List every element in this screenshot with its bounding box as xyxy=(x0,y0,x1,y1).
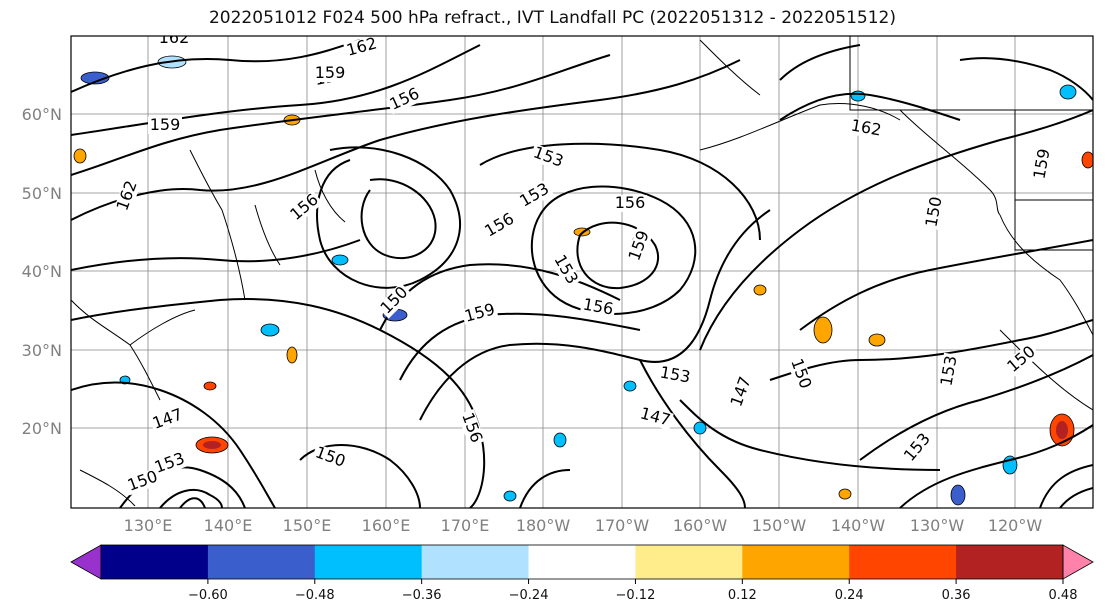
longitude-label: 150°W xyxy=(752,516,807,535)
longitude-label: 120°W xyxy=(988,516,1043,535)
latitude-label: 50°N xyxy=(22,184,62,203)
colorbar: −0.60 −0.48 −0.36 −0.24 −0.12 0.12 0.24 0.36 0.4… xyxy=(70,544,1094,601)
colorbar-segment xyxy=(742,545,850,579)
contour-label: 162 xyxy=(344,33,378,59)
refractivity-contours xyxy=(71,39,1093,508)
colorbar-segment xyxy=(207,545,316,579)
colorbar-tick-label: −0.48 xyxy=(295,588,335,601)
colorbar-segment xyxy=(956,545,1064,579)
contour-label: 162 xyxy=(159,28,190,47)
colorbar-tick-label: −0.24 xyxy=(509,588,549,601)
longitude-label: 160°W xyxy=(673,516,728,535)
colorbar-tick-label: 0.12 xyxy=(728,588,757,601)
colorbar-tick-label: 0.24 xyxy=(835,588,864,601)
longitude-label: 170°E xyxy=(441,516,490,535)
map-area xyxy=(71,36,1093,508)
colorbar-tick-label: 0.48 xyxy=(1049,588,1078,601)
latitude-label: 60°N xyxy=(22,105,62,124)
longitude-label: 140°E xyxy=(204,516,253,535)
latitude-label: 20°N xyxy=(22,419,62,438)
contour-label: 159 xyxy=(150,115,181,134)
colorbar-segment xyxy=(635,545,743,579)
latitude-label: 40°N xyxy=(22,262,62,281)
longitude-label: 130°W xyxy=(910,516,965,535)
longitude-label: 140°W xyxy=(831,516,886,535)
colorbar-segment xyxy=(314,545,423,579)
contour-label: 156 xyxy=(615,193,646,212)
colorbar-tick-label: 0.36 xyxy=(942,588,971,601)
coastlines xyxy=(71,36,1093,507)
colorbar-segment xyxy=(849,545,957,579)
longitude-label: 130°E xyxy=(124,516,173,535)
colorbar-segment xyxy=(528,545,636,579)
colorbar-tick-label: −0.12 xyxy=(616,588,656,601)
colorbar-extend-high xyxy=(1062,544,1094,580)
colorbar-segment xyxy=(421,545,530,579)
colorbar-segment xyxy=(101,545,209,579)
longitude-label: 170°W xyxy=(595,516,650,535)
longitude-label: 150°E xyxy=(283,516,332,535)
contour-label: 159 xyxy=(315,63,346,82)
map-frame xyxy=(70,35,1094,509)
longitude-label: 180°W xyxy=(516,516,571,535)
map-title: 2022051012 F024 500 hPa refract., IVT La… xyxy=(208,8,896,28)
colorbar-tick-label: −0.60 xyxy=(188,588,228,601)
latitude-label: 30°N xyxy=(22,341,62,360)
colorbar-tick-label: −0.36 xyxy=(402,588,442,601)
colorbar-extend-low xyxy=(70,544,102,580)
longitude-label: 160°E xyxy=(362,516,411,535)
